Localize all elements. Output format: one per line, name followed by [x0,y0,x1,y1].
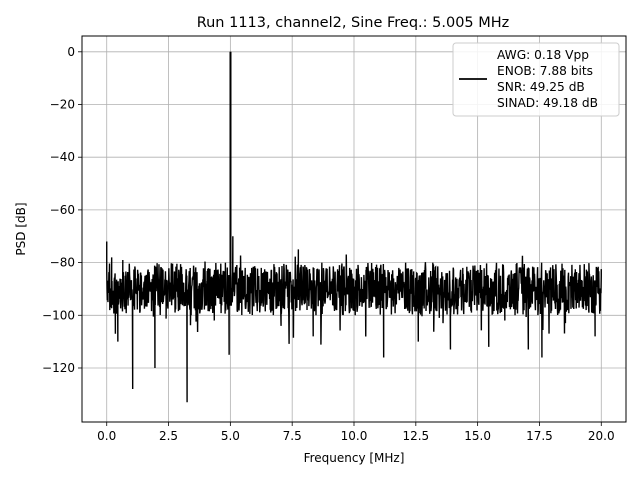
y-tick-label: −20 [50,98,75,112]
y-axis-ticks: 0 −20 −40 −60 −80 −100 −120 [42,45,82,375]
y-axis-label: PSD [dB] [14,202,28,255]
x-tick-label: 17.5 [526,429,553,443]
legend-entry-sinad: SINAD: 49.18 dB [497,96,598,110]
x-tick-label: 2.5 [159,429,178,443]
x-tick-label: 5.0 [221,429,240,443]
y-tick-label: −60 [50,203,75,217]
y-tick-label: −120 [42,361,75,375]
legend-entry-awg: AWG: 0.18 Vpp [497,48,589,62]
y-tick-label: −80 [50,256,75,270]
y-tick-label: −100 [42,308,75,322]
plot-frame [81,35,627,423]
x-tick-label: 0.0 [97,429,116,443]
x-tick-label: 15.0 [464,429,491,443]
grid-lines [82,36,626,422]
legend-entry-snr: SNR: 49.25 dB [497,80,585,94]
legend-entry-enob: ENOB: 7.88 bits [497,64,593,78]
legend-box [452,42,620,117]
psd-trace [106,51,602,403]
x-tick-label: 20.0 [588,429,615,443]
series-group [106,51,602,403]
legend: AWG: 0.18 Vpp ENOB: 7.88 bits SNR: 49.25… [452,42,620,117]
x-tick-label: 7.5 [283,429,302,443]
chart-title: Run 1113, channel2, Sine Freq.: 5.005 MH… [197,15,510,31]
x-tick-label: 10.0 [341,429,368,443]
x-axis-label: Frequency [MHz] [304,451,405,465]
x-tick-label: 12.5 [402,429,429,443]
y-tick-label: 0 [67,45,75,59]
y-tick-label: −40 [50,150,75,164]
x-axis-ticks: 0.0 2.5 5.0 7.5 10.0 12.5 15.0 17.5 20.0 [97,422,615,443]
